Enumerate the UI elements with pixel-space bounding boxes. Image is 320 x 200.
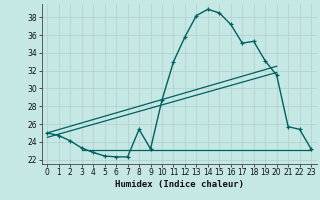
X-axis label: Humidex (Indice chaleur): Humidex (Indice chaleur)	[115, 180, 244, 189]
